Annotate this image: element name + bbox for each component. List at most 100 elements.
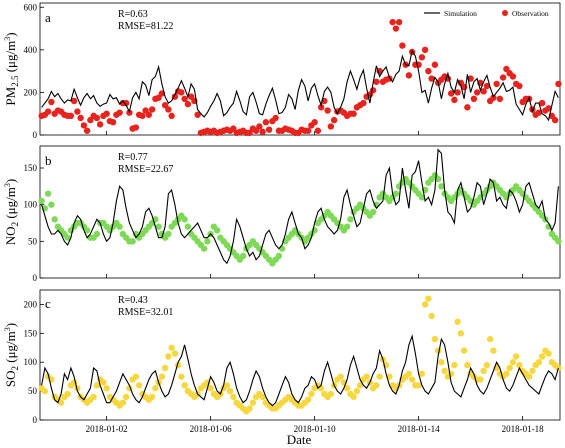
- observation-point: [441, 367, 448, 375]
- observation-point: [223, 382, 231, 389]
- observation-point: [545, 105, 552, 112]
- y-tick-label: 150: [24, 328, 38, 338]
- panel-letter: c: [45, 296, 51, 311]
- observation-point: [93, 230, 101, 238]
- observation-point: [116, 223, 123, 230]
- observation-point: [148, 393, 156, 401]
- observation-point: [483, 82, 491, 90]
- observation-point: [493, 80, 500, 88]
- x-tick-label: 2018-01-18: [502, 424, 544, 434]
- legend-dot-marker: [502, 10, 508, 16]
- observation-point: [470, 95, 478, 103]
- observation-point: [83, 227, 91, 234]
- panel-letter: a: [45, 10, 51, 25]
- observation-point: [93, 114, 101, 122]
- x-axis-label: Date: [287, 432, 312, 447]
- observation-point: [48, 98, 55, 106]
- observation-point: [51, 216, 58, 223]
- observation-point: [93, 382, 101, 389]
- stat-text: RMSE=81.22: [118, 21, 173, 32]
- observation-point: [399, 42, 406, 49]
- observation-point: [503, 370, 510, 377]
- observation-point: [304, 127, 312, 134]
- plot-frame: [39, 289, 561, 421]
- observation-point: [265, 126, 273, 133]
- x-tick-label: 2018-01-14: [398, 424, 440, 434]
- legend-label: Simulation: [444, 9, 477, 18]
- observation-point: [148, 106, 156, 113]
- observation-point: [327, 123, 335, 130]
- observation-point: [392, 25, 400, 32]
- observation-point: [516, 82, 523, 90]
- observation-point: [509, 359, 517, 366]
- y-tick-label: 0: [33, 415, 38, 425]
- observation-point: [529, 367, 536, 375]
- observation-point: [464, 104, 471, 111]
- observation-point: [74, 385, 81, 392]
- observation-point: [464, 361, 471, 369]
- observation-point: [480, 367, 487, 375]
- observation-point: [415, 382, 422, 389]
- observation-point: [477, 376, 484, 383]
- observation-point: [194, 111, 201, 118]
- observation-point: [425, 295, 432, 302]
- observation-point: [337, 373, 344, 380]
- observation-point: [395, 18, 403, 26]
- panel-letter: b: [45, 153, 52, 168]
- observation-point: [460, 347, 468, 354]
- observation-point: [83, 127, 91, 134]
- panel-c: 0 50 100 150 200 2018-01-02 2018-01-06 2018-01-…: [3, 289, 562, 434]
- observation-point: [119, 399, 127, 406]
- observation-point: [103, 110, 110, 117]
- simulation-line: [41, 49, 559, 122]
- observation-point: [204, 238, 211, 245]
- observation-point: [421, 301, 429, 308]
- observation-point: [454, 89, 461, 96]
- x-tick-label: 2018-01-06: [190, 424, 232, 434]
- observation-point: [259, 393, 266, 401]
- observation-point: [373, 78, 380, 85]
- observation-point: [44, 190, 52, 197]
- observation-point: [122, 99, 130, 107]
- observation-point: [451, 96, 458, 104]
- y-tick-label: 100: [24, 200, 38, 210]
- observation-point: [454, 318, 461, 325]
- observation-point: [304, 396, 312, 403]
- observation-point: [178, 373, 185, 380]
- observation-point: [516, 361, 523, 369]
- y-tick-label: 150: [24, 163, 38, 173]
- observation-point: [67, 112, 75, 120]
- observation-point: [184, 223, 192, 230]
- observation-point: [96, 121, 104, 128]
- observation-point: [246, 405, 253, 412]
- observation-point: [425, 67, 432, 75]
- observation-point: [434, 347, 442, 354]
- observation-point: [259, 128, 266, 136]
- simulation-line: [41, 148, 559, 265]
- observation-point: [41, 387, 49, 395]
- observation-point: [405, 370, 413, 377]
- observation-point: [431, 61, 439, 68]
- observation-point: [135, 382, 143, 389]
- observation-point: [213, 227, 221, 234]
- y-axis-label: PM2.5 (μg/m3): [3, 32, 20, 105]
- observation-point: [77, 114, 84, 122]
- observation-point: [145, 111, 153, 118]
- observation-point: [256, 123, 263, 130]
- observation-point: [122, 393, 130, 401]
- observation-point: [57, 399, 65, 406]
- observation-point: [496, 95, 504, 103]
- observation-point: [109, 119, 117, 126]
- observation-point: [64, 234, 71, 241]
- y-tick-label: 0: [33, 273, 38, 283]
- y-tick-label: 0: [33, 130, 38, 140]
- observation-point: [171, 350, 179, 357]
- observation-point: [103, 385, 110, 392]
- observation-point: [353, 387, 361, 395]
- observation-point: [90, 393, 97, 401]
- observation-point: [350, 393, 357, 401]
- observation-point: [343, 223, 351, 230]
- observation-point: [139, 112, 146, 120]
- observation-point: [181, 95, 188, 103]
